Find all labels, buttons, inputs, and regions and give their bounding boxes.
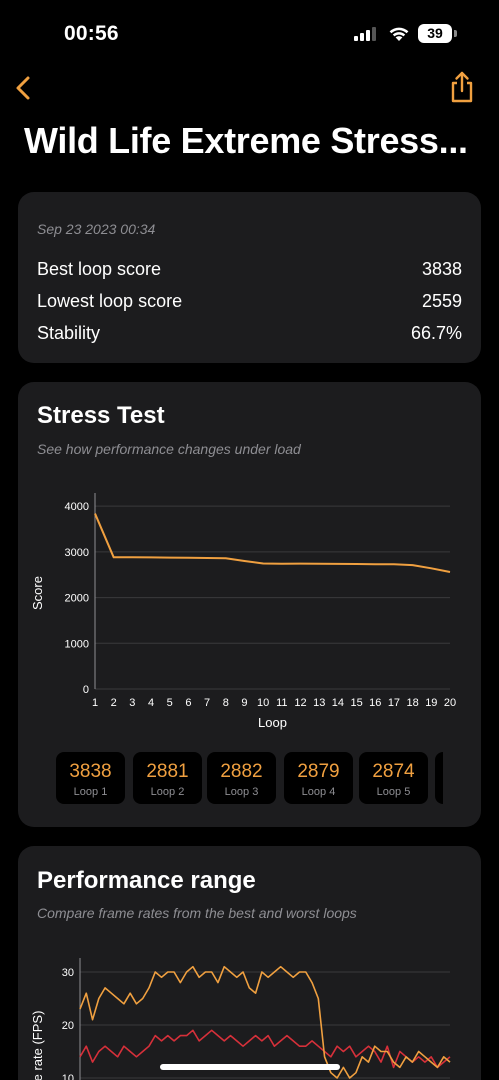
y-tick-label: 30	[62, 967, 74, 979]
stability-label: Stability	[37, 323, 101, 343]
share-icon[interactable]	[448, 70, 476, 104]
loop-score: 3838	[69, 761, 112, 782]
y-tick-label: 1000	[65, 638, 89, 650]
x-tick-label: 16	[369, 697, 381, 709]
score-series-line	[94, 513, 451, 573]
back-chevron-icon[interactable]	[12, 72, 36, 104]
x-tick-label: 19	[425, 697, 437, 709]
y-axis-label: Score	[30, 576, 45, 610]
loop-chip[interactable]: 3838 Loop 1	[56, 752, 125, 804]
x-tick-label: 8	[223, 697, 229, 709]
loop-label: Loop 4	[301, 786, 336, 798]
lowest-loop-row: Lowest loop score 2559	[37, 291, 462, 315]
stability-row: Stability 66.7%	[37, 323, 462, 347]
y-tick-label: 3000	[65, 547, 89, 559]
test-date: Sep 23 2023 00:34	[37, 221, 156, 237]
lowest-loop-label: Lowest loop score	[37, 291, 183, 311]
x-tick-label: 3	[129, 697, 135, 709]
loop-label: Loop 5	[376, 786, 411, 798]
status-bar: 00:56 39	[0, 0, 499, 70]
loop-score: 2881	[146, 761, 189, 782]
page-title: Wild Life Extreme Stress...	[24, 120, 468, 161]
loop-score: 2874	[372, 761, 415, 782]
loop-score: 2879	[297, 761, 340, 782]
loop-label: Loop 2	[150, 786, 185, 798]
x-tick-label: 14	[332, 697, 344, 709]
stress-test-title: Stress Test	[37, 402, 165, 429]
x-tick-label: 9	[241, 697, 247, 709]
loop-chip[interactable]: 2881 Loop 2	[133, 752, 202, 804]
x-tick-label: 4	[148, 697, 154, 709]
y-tick-label: 0	[83, 684, 89, 696]
x-tick-label: 20	[444, 697, 456, 709]
x-tick-label: 5	[167, 697, 173, 709]
summary-card: Sep 23 2023 00:34 Best loop score 3838 L…	[18, 192, 481, 363]
home-indicator[interactable]	[160, 1064, 340, 1070]
x-tick-label: 18	[407, 697, 419, 709]
best-loop-fps-line	[79, 965, 451, 1079]
x-tick-label: 10	[257, 697, 269, 709]
x-tick-label: 7	[204, 697, 210, 709]
loop-chip-partial[interactable]	[435, 752, 443, 804]
battery-tip	[454, 30, 457, 37]
worst-loop-fps-line	[79, 1029, 451, 1069]
fps-line-chart: 10 20 30 e rate (FPS)	[30, 958, 451, 1080]
x-tick-label: 6	[185, 697, 191, 709]
performance-range-title: Performance range	[37, 867, 256, 894]
performance-range-subtitle: Compare frame rates from the best and wo…	[37, 905, 357, 921]
loop-label: Loop 3	[224, 786, 259, 798]
loop-score: 2882	[220, 761, 263, 782]
loop-chip[interactable]: 2879 Loop 4	[284, 752, 353, 804]
best-loop-row: Best loop score 3838	[37, 259, 462, 283]
best-loop-label: Best loop score	[37, 259, 162, 279]
loop-score-strip[interactable]: 3838 Loop 1 2881 Loop 2 2882 Loop 3 2879…	[56, 752, 443, 804]
y-tick-label: 20	[62, 1020, 74, 1032]
cellular-signal-icon	[354, 26, 376, 41]
x-tick-label: 2	[111, 697, 117, 709]
lowest-loop-value: 2559	[421, 291, 462, 311]
loop-chip[interactable]: 2882 Loop 3	[207, 752, 276, 804]
status-time: 00:56	[64, 22, 119, 45]
y-tick-label: 4000	[65, 501, 89, 513]
y-tick-label: 2000	[65, 593, 89, 605]
x-tick-label: 15	[350, 697, 362, 709]
y-axis-label: e rate (FPS)	[30, 1011, 45, 1080]
loop-chip[interactable]: 2874 Loop 5	[359, 752, 428, 804]
x-tick-label: 12	[294, 697, 306, 709]
wifi-icon	[389, 27, 409, 41]
x-tick-label: 1	[92, 697, 98, 709]
stability-value: 66.7%	[410, 323, 462, 343]
x-tick-label: 11	[276, 697, 287, 709]
loop-label: Loop 1	[73, 786, 108, 798]
stress-test-card: Stress Test See how performance changes …	[18, 382, 481, 827]
x-axis-label: Loop	[258, 715, 287, 730]
battery-icon: 39	[418, 24, 452, 43]
performance-range-card: Performance range Compare frame rates fr…	[18, 846, 481, 1080]
x-tick-label: 17	[388, 697, 400, 709]
stress-test-subtitle: See how performance changes under load	[37, 441, 301, 457]
x-tick-label: 13	[313, 697, 325, 709]
y-tick-label: 10	[62, 1073, 74, 1080]
best-loop-value: 3838	[421, 259, 462, 279]
